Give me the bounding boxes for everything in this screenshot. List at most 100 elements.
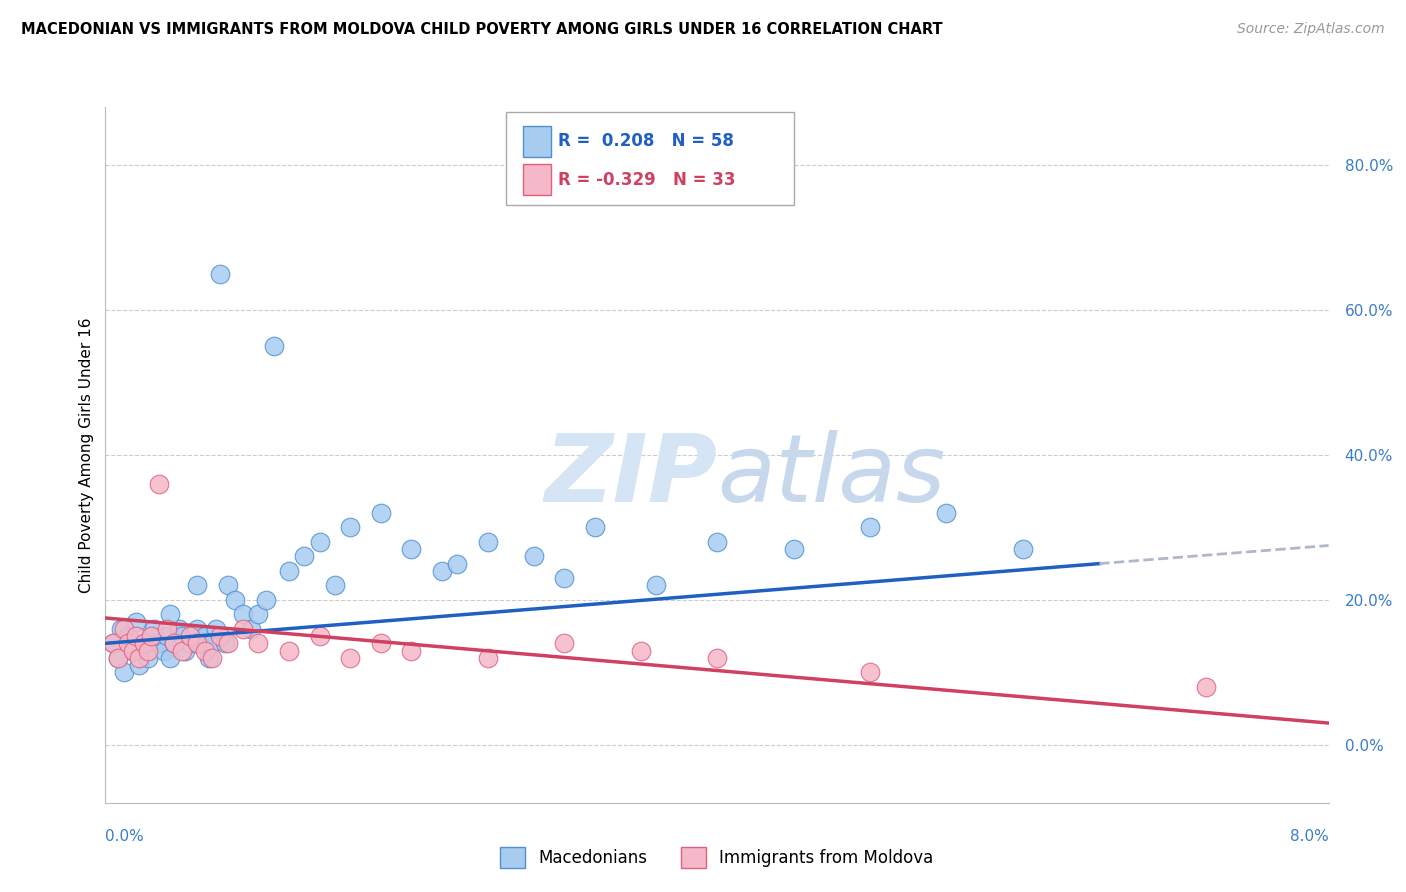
Point bbox=[201, 651, 224, 665]
Point bbox=[399, 542, 422, 557]
Point bbox=[217, 636, 239, 650]
Point bbox=[201, 636, 224, 650]
Point bbox=[112, 665, 135, 680]
Point bbox=[186, 636, 208, 650]
Point bbox=[630, 643, 652, 657]
Point bbox=[644, 578, 668, 592]
Point bbox=[186, 578, 208, 592]
Point bbox=[107, 651, 129, 665]
Point bbox=[292, 549, 315, 564]
Point bbox=[308, 534, 330, 549]
Point bbox=[370, 636, 392, 650]
Point bbox=[122, 643, 145, 657]
Point bbox=[446, 557, 468, 571]
Point bbox=[155, 629, 177, 643]
Point bbox=[155, 622, 177, 636]
Point bbox=[101, 636, 124, 650]
Point bbox=[706, 651, 728, 665]
Point bbox=[136, 651, 159, 665]
Point bbox=[232, 607, 254, 622]
Point bbox=[179, 636, 201, 650]
Point bbox=[553, 571, 575, 585]
Point bbox=[323, 578, 346, 592]
Point bbox=[209, 629, 232, 643]
Point bbox=[247, 607, 270, 622]
Point bbox=[101, 636, 124, 650]
Point bbox=[198, 651, 221, 665]
Point bbox=[159, 607, 181, 622]
Point bbox=[1195, 680, 1218, 694]
Point bbox=[183, 629, 205, 643]
Point bbox=[859, 665, 882, 680]
Point bbox=[132, 636, 155, 650]
Point bbox=[263, 339, 285, 353]
Point bbox=[339, 651, 361, 665]
Point bbox=[163, 636, 186, 650]
Point bbox=[399, 643, 422, 657]
Point bbox=[117, 629, 139, 643]
Y-axis label: Child Poverty Among Girls Under 16: Child Poverty Among Girls Under 16 bbox=[79, 318, 94, 592]
Point bbox=[308, 629, 330, 643]
Point bbox=[159, 651, 181, 665]
Text: R =  0.208   N = 58: R = 0.208 N = 58 bbox=[558, 132, 734, 151]
Point bbox=[110, 622, 132, 636]
Point bbox=[128, 658, 150, 673]
Point bbox=[706, 534, 728, 549]
Text: atlas: atlas bbox=[717, 430, 945, 521]
Point bbox=[174, 643, 197, 657]
Point bbox=[278, 564, 301, 578]
Point bbox=[170, 643, 193, 657]
Point bbox=[136, 643, 159, 657]
Point bbox=[239, 622, 262, 636]
Point bbox=[194, 643, 217, 657]
Point bbox=[186, 622, 208, 636]
Point bbox=[167, 622, 190, 636]
Point bbox=[152, 643, 174, 657]
Point bbox=[430, 564, 453, 578]
Point bbox=[148, 636, 170, 650]
Point bbox=[117, 636, 139, 650]
Point bbox=[217, 578, 239, 592]
Point bbox=[370, 506, 392, 520]
Point bbox=[128, 651, 150, 665]
Point bbox=[522, 549, 544, 564]
Point bbox=[278, 643, 301, 657]
Point bbox=[232, 622, 254, 636]
Point bbox=[247, 636, 270, 650]
Point bbox=[122, 643, 145, 657]
Point bbox=[188, 636, 211, 650]
Point bbox=[477, 651, 499, 665]
Point bbox=[112, 622, 135, 636]
Point bbox=[204, 622, 226, 636]
Point bbox=[107, 651, 129, 665]
Point bbox=[132, 636, 155, 650]
Point bbox=[179, 629, 201, 643]
Point bbox=[782, 542, 804, 557]
Point bbox=[194, 629, 217, 643]
Point bbox=[224, 592, 246, 607]
Point bbox=[143, 622, 166, 636]
Legend: Macedonians, Immigrants from Moldova: Macedonians, Immigrants from Moldova bbox=[494, 841, 941, 874]
Point bbox=[170, 629, 193, 643]
Text: ZIP: ZIP bbox=[544, 430, 717, 522]
Text: Source: ZipAtlas.com: Source: ZipAtlas.com bbox=[1237, 22, 1385, 37]
Point bbox=[477, 534, 499, 549]
Point bbox=[583, 520, 606, 534]
Point bbox=[125, 629, 148, 643]
Text: 8.0%: 8.0% bbox=[1289, 830, 1329, 844]
Point bbox=[214, 636, 236, 650]
Point bbox=[935, 506, 957, 520]
Point bbox=[125, 615, 148, 629]
Text: R = -0.329   N = 33: R = -0.329 N = 33 bbox=[558, 170, 735, 188]
Text: 0.0%: 0.0% bbox=[105, 830, 145, 844]
Point bbox=[859, 520, 882, 534]
Point bbox=[209, 267, 232, 281]
Point bbox=[141, 629, 163, 643]
Text: MACEDONIAN VS IMMIGRANTS FROM MOLDOVA CHILD POVERTY AMONG GIRLS UNDER 16 CORRELA: MACEDONIAN VS IMMIGRANTS FROM MOLDOVA CH… bbox=[21, 22, 942, 37]
Point bbox=[1011, 542, 1033, 557]
Point bbox=[148, 476, 170, 491]
Point bbox=[339, 520, 361, 534]
Point bbox=[141, 629, 163, 643]
Point bbox=[163, 636, 186, 650]
Point bbox=[553, 636, 575, 650]
